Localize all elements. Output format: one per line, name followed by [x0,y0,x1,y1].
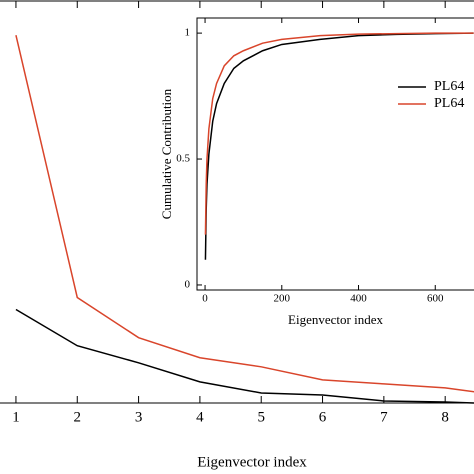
x-tick-label: 600 [427,293,444,305]
y-axis-label: Cumulative Contribution [159,88,174,219]
x-tick-label: 8 [441,409,449,425]
series-line [204,32,474,260]
series-line [15,34,474,393]
y-tick-label: 0.5 [176,153,190,165]
x-tick-label: 0 [202,293,208,305]
legend-label: PL64 [434,79,464,94]
y-tick-label: 0 [185,278,191,290]
x-tick-label: 400 [350,293,367,305]
x-tick-label: 7 [380,409,388,425]
x-tick-label: 3 [135,409,143,425]
x-tick-label: 1 [12,409,20,425]
x-tick-label: 4 [196,409,204,425]
x-tick-label: 200 [274,293,291,305]
x-axis-label: Eigenvector index [197,454,307,470]
legend-label: PL64 [434,96,464,111]
series-line [15,308,474,404]
x-axis-label: Eigenvector index [288,312,383,327]
x-tick-label: 5 [257,409,265,425]
series-line [204,32,474,235]
x-tick-label: 2 [74,409,82,425]
y-tick-label: 1 [185,27,191,39]
x-tick-label: 6 [319,409,327,425]
inset-frame [196,17,474,291]
